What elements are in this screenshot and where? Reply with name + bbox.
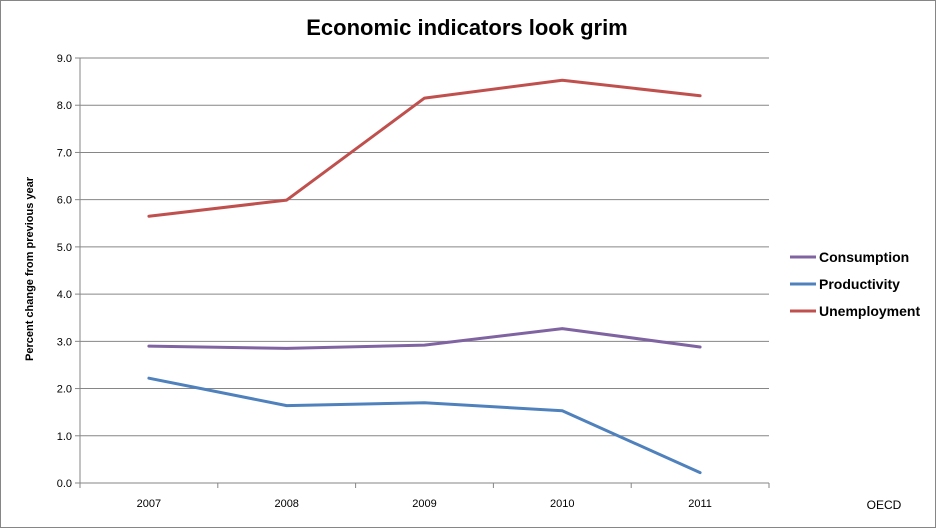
y-tick-label: 8.0 [57, 100, 72, 112]
legend: Consumption Productivity Unemployment [790, 249, 920, 319]
y-tick-label: 4.0 [57, 289, 72, 301]
chart-title: Economic indicators look grim [306, 15, 628, 40]
gridlines [80, 57, 769, 437]
y-tick-label: 2.0 [57, 384, 72, 396]
y-tick-label: 5.0 [57, 242, 72, 254]
source-label: OECD [867, 498, 902, 512]
x-tick-label: 2010 [550, 498, 574, 510]
y-axis-label: Percent change from previous year [24, 176, 36, 361]
series-lines [147, 78, 702, 475]
series-line-unemployment [147, 78, 702, 218]
x-tick-label: 2009 [412, 498, 436, 510]
legend-label-consumption: Consumption [819, 249, 909, 265]
legend-label-productivity: Productivity [819, 276, 900, 292]
y-tick-label: 9.0 [57, 53, 72, 65]
y-tick-label: 0.0 [57, 478, 72, 490]
series-line-productivity [147, 376, 702, 475]
x-tick-label: 2011 [688, 498, 712, 510]
axes: 0.0 1.0 2.0 3.0 4.0 5.0 6.0 7.0 8.0 9.0 2007 2008 20… [57, 53, 770, 510]
y-tick-label: 6.0 [57, 195, 72, 207]
x-tick-label: 2007 [137, 498, 161, 510]
series-line-consumption [147, 327, 702, 350]
y-tick-label: 3.0 [57, 336, 72, 348]
legend-label-unemployment: Unemployment [819, 303, 920, 319]
x-tick-label: 2008 [274, 498, 298, 510]
y-tick-label: 1.0 [57, 431, 72, 443]
y-tick-label: 7.0 [57, 147, 72, 159]
